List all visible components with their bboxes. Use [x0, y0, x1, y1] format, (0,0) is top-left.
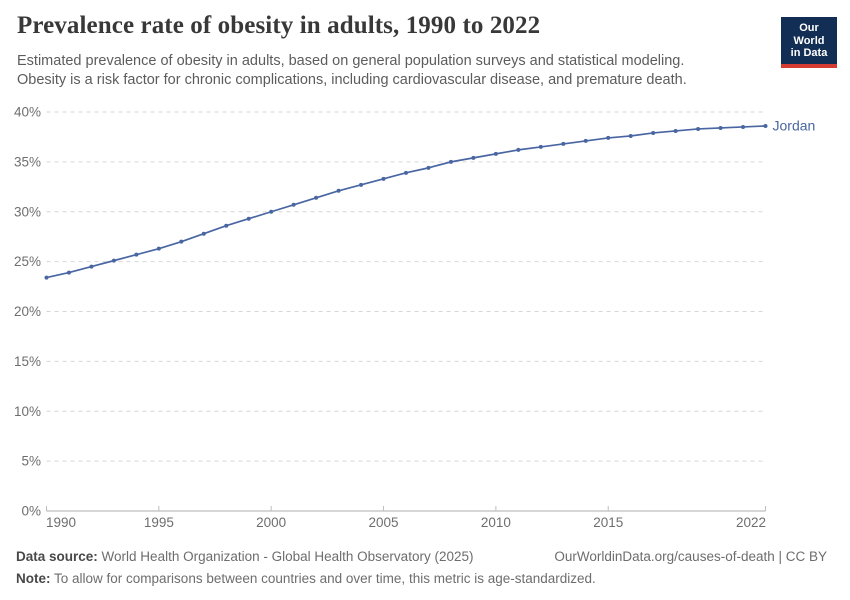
data-point — [246, 216, 251, 221]
y-tick-label: 5% — [21, 454, 41, 469]
x-tick-label: 2010 — [481, 515, 511, 530]
y-tick-label: 40% — [14, 105, 41, 120]
y-tick-label: 15% — [14, 354, 41, 369]
y-tick-label: 30% — [14, 204, 41, 219]
data-point — [561, 141, 566, 146]
data-point — [201, 231, 206, 236]
note-label: Note: — [16, 571, 51, 586]
data-point — [696, 126, 701, 131]
data-point — [156, 246, 161, 251]
x-tick-label: 2015 — [593, 515, 623, 530]
data-point — [651, 130, 656, 135]
data-point — [673, 128, 678, 133]
data-point — [471, 155, 476, 160]
data-point — [44, 275, 49, 280]
page-title: Prevalence rate of obesity in adults, 19… — [17, 12, 541, 39]
data-point — [336, 188, 341, 193]
y-tick-label: 20% — [14, 304, 41, 319]
data-point — [314, 195, 319, 200]
attribution: OurWorldinData.org/causes-of-death | CC … — [554, 549, 827, 564]
data-point — [628, 133, 633, 138]
data-point — [516, 147, 521, 152]
owid-logo-accent — [781, 63, 837, 68]
data-source-text: World Health Organization - Global Healt… — [101, 549, 474, 564]
note-text: To allow for comparisons between countri… — [54, 571, 596, 586]
data-point — [426, 165, 431, 170]
y-tick-label: 35% — [14, 154, 41, 169]
data-point — [224, 223, 229, 228]
owid-logo-box: Our World in Data — [781, 17, 837, 64]
data-point — [291, 202, 296, 207]
y-tick-label: 0% — [21, 504, 41, 519]
chart-subtitle: Estimated prevalence of obesity in adult… — [17, 53, 687, 88]
data-point — [718, 125, 723, 130]
note: Note: To allow for comparisons between c… — [16, 570, 827, 588]
data-point — [538, 144, 543, 149]
data-point — [404, 170, 408, 175]
data-point — [89, 264, 94, 269]
x-tick-label: 2000 — [256, 515, 286, 530]
x-tick-label: 1995 — [144, 515, 174, 530]
data-point — [134, 252, 139, 257]
data-point — [269, 209, 274, 214]
entity-label: Jordan — [773, 117, 816, 133]
data-point — [448, 159, 453, 164]
x-tick-label: 2005 — [369, 515, 399, 530]
owid-logo: Our World in Data — [781, 17, 837, 68]
data-point — [359, 182, 364, 187]
data-point — [741, 124, 746, 129]
data-point — [179, 239, 184, 244]
x-tick-label: 2022 — [736, 515, 766, 530]
owid-logo-line2: in Data — [790, 47, 828, 59]
x-tick-label: 1990 — [46, 515, 76, 530]
series-line — [45, 125, 767, 279]
owid-logo-line1: Our World — [793, 22, 825, 47]
data-source: Data source: World Health Organization -… — [16, 548, 473, 566]
data-point — [66, 270, 71, 275]
data-point — [493, 151, 498, 156]
data-point — [583, 138, 588, 143]
data-point — [111, 258, 116, 263]
data-point — [606, 135, 611, 140]
chart-footer: Data source: World Health Organization -… — [16, 548, 827, 588]
y-tick-label: 10% — [14, 404, 41, 419]
data-point — [763, 123, 768, 128]
data-point — [381, 176, 386, 181]
y-tick-label: 25% — [14, 254, 41, 269]
data-source-label: Data source: — [16, 549, 98, 564]
